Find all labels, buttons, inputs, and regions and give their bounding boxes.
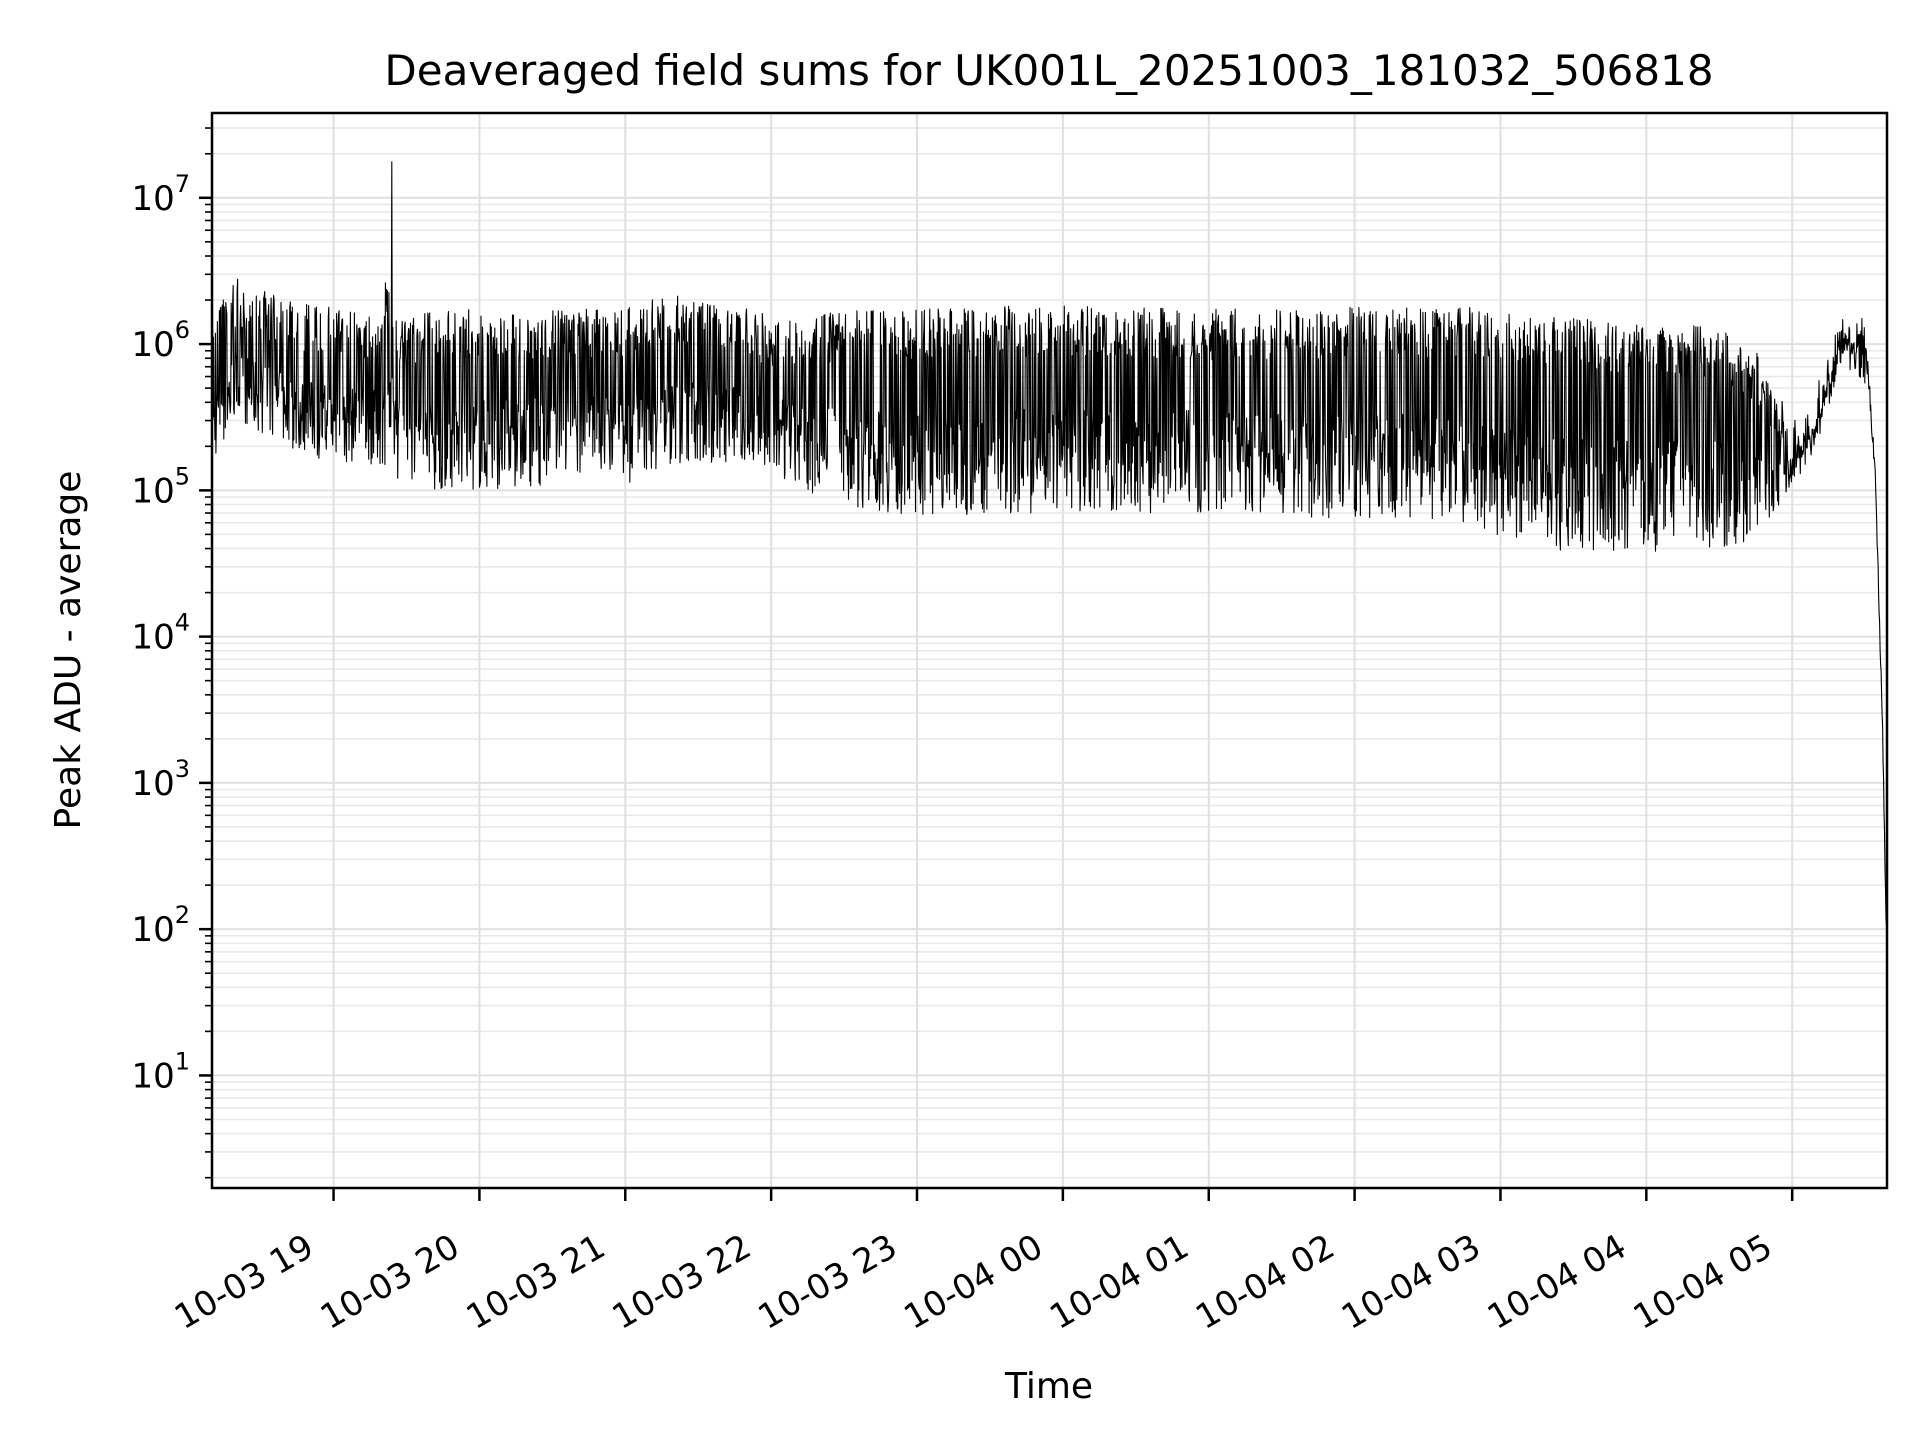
y-tick-label: 104 [131,609,190,658]
y-tick-base: 10 [131,618,174,658]
y-tick-label: 107 [131,170,190,219]
y-tick-exponent: 3 [175,755,190,783]
y-tick-base: 10 [131,764,174,804]
series-line [211,161,1888,954]
y-tick-exponent: 4 [175,609,190,637]
y-tick-label: 101 [131,1047,190,1096]
y-tick-base: 10 [131,910,174,950]
y-tick-base: 10 [131,1056,174,1096]
y-tick-label: 102 [131,901,190,950]
y-tick-exponent: 6 [175,316,190,344]
y-tick-label: 106 [131,316,190,365]
y-tick-label: 103 [131,755,190,804]
y-tick-base: 10 [131,179,174,219]
y-tick-exponent: 2 [175,901,190,929]
y-tick-base: 10 [131,325,174,365]
y-tick-label: 105 [131,462,190,511]
y-tick-exponent: 5 [175,462,190,490]
series [211,161,1888,954]
grid [212,113,1887,1188]
y-tick-exponent: 1 [175,1047,190,1075]
y-axis-label: Peak ADU - average [48,471,89,830]
y-tick-base: 10 [131,471,174,511]
chart-title: Deaveraged field sums for UK001L_2025100… [384,46,1713,95]
y-tick-exponent: 7 [175,170,190,198]
x-axis-label: Time [1004,1366,1093,1407]
